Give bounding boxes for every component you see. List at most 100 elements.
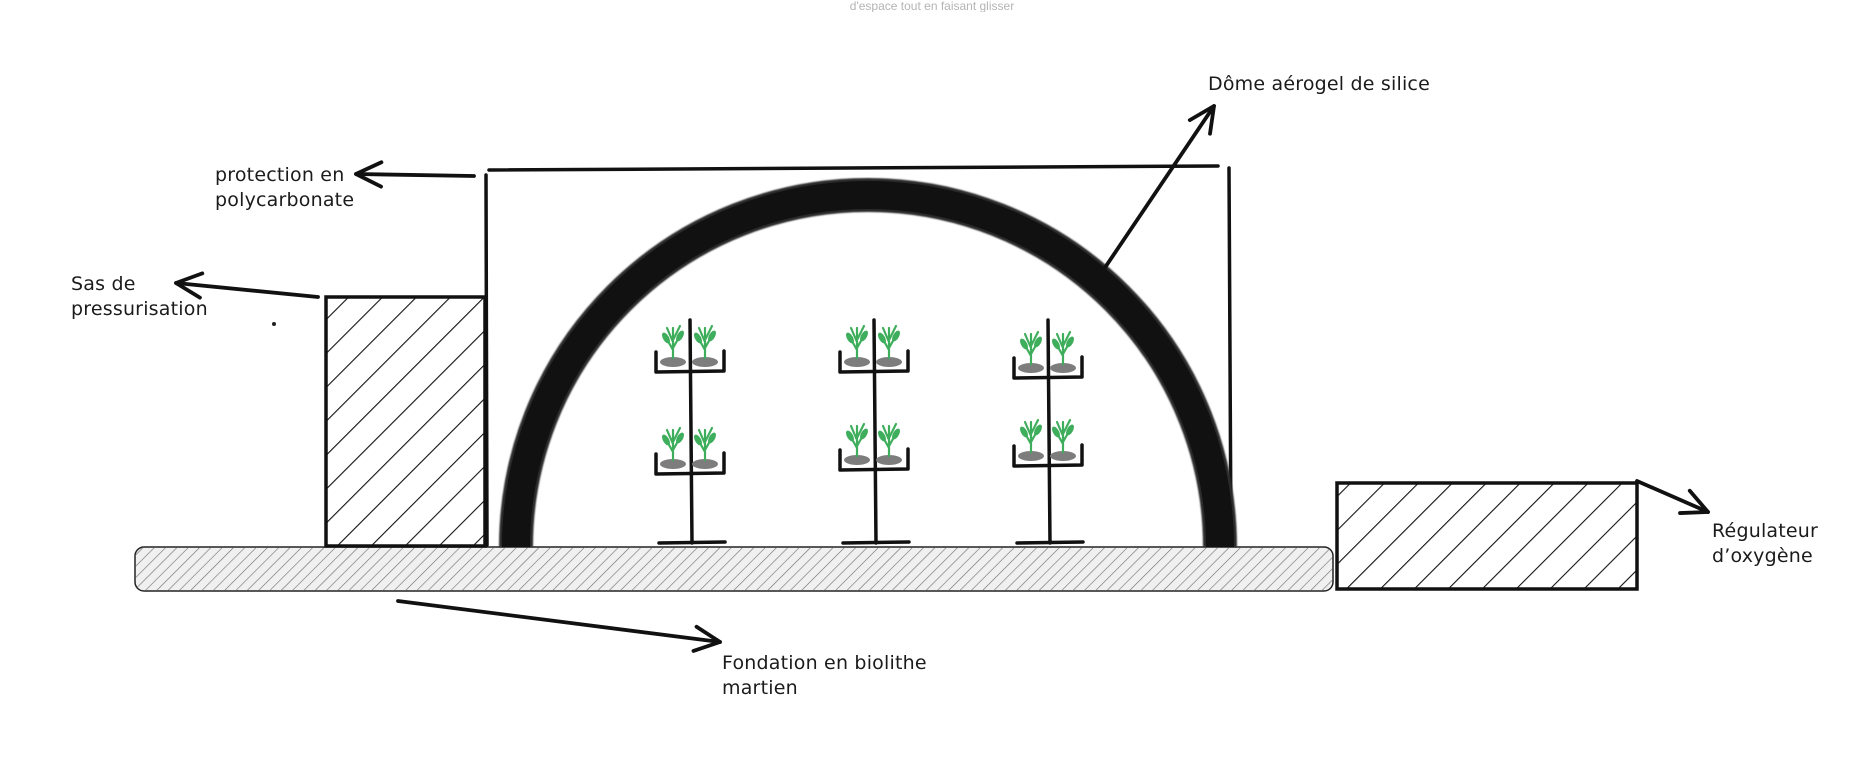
leaf xyxy=(1034,424,1042,436)
soil-mound xyxy=(876,455,902,465)
leaf xyxy=(1020,338,1028,350)
soil-mound xyxy=(692,459,718,469)
sprout-icon xyxy=(692,426,718,469)
leaf xyxy=(1066,336,1074,348)
leaf xyxy=(662,332,670,344)
tower-pole xyxy=(872,318,878,545)
leaf xyxy=(846,332,854,344)
label-fondation-line-2: martien xyxy=(722,677,798,699)
oxygen-regulator xyxy=(1335,481,1639,591)
canvas-hint-text: d'espace tout en faisant glisser xyxy=(849,0,1015,12)
tray-shelf xyxy=(1012,443,1084,468)
plant-tray xyxy=(654,426,726,476)
annotation-arrows xyxy=(174,104,1710,653)
tower-pole xyxy=(1046,318,1052,545)
sprout-icon xyxy=(844,324,870,367)
label-regulateur-line-2: d’oxygène xyxy=(1712,545,1813,567)
leaf xyxy=(1066,424,1074,436)
sprout-icon xyxy=(1050,330,1076,373)
pressurisation-airlock xyxy=(324,295,487,548)
arrow-to-regulateur-label xyxy=(1635,479,1710,515)
sprout-icon xyxy=(1018,418,1044,461)
plant-tray xyxy=(838,422,910,472)
leaf xyxy=(708,330,716,342)
plant-tower xyxy=(838,318,911,545)
leaf xyxy=(846,430,854,442)
arrow-icon xyxy=(1187,104,1216,136)
sprout-icon xyxy=(660,324,686,367)
soil-mound xyxy=(1018,363,1044,373)
sprout-icon xyxy=(876,422,902,465)
plant-tray xyxy=(838,324,910,374)
leaf xyxy=(694,434,702,446)
plant-tower xyxy=(1012,318,1085,545)
arrow-to-sas-label xyxy=(174,271,320,300)
leaf xyxy=(694,332,702,344)
plant-tower xyxy=(654,318,727,545)
soil-mound xyxy=(844,357,870,367)
tower-base xyxy=(1015,540,1085,545)
soil-mound xyxy=(1050,363,1076,373)
sprout-icon xyxy=(660,426,686,469)
label-regulateur: Régulateur d’oxygène xyxy=(1712,519,1818,569)
leaf xyxy=(860,330,868,342)
soil-mound xyxy=(876,357,902,367)
label-protection: protection en polycarbonate xyxy=(215,163,354,213)
leaf xyxy=(1034,336,1042,348)
tray-shelf xyxy=(838,447,910,472)
leaf xyxy=(878,332,886,344)
label-sas: Sas de pressurisation xyxy=(71,272,208,322)
label-dome: Dôme aérogel de silice xyxy=(1208,72,1430,97)
label-protection-line-1: protection en xyxy=(215,164,345,186)
soil-mound xyxy=(1050,451,1076,461)
soil-mound xyxy=(844,455,870,465)
leaf xyxy=(892,330,900,342)
soil-mound xyxy=(1018,451,1044,461)
arrow-to-dome-label xyxy=(1100,104,1216,274)
leaf xyxy=(1020,426,1028,438)
tower-base xyxy=(841,540,911,545)
polycarbonate-frame xyxy=(484,164,1233,547)
arrow-to-protection-label xyxy=(354,160,476,189)
plant-tray xyxy=(1012,418,1084,468)
label-sas-line-1: Sas de xyxy=(71,273,136,295)
tray-shelf xyxy=(654,349,726,374)
sprout-icon xyxy=(844,422,870,465)
label-regulateur-line-1: Régulateur xyxy=(1712,520,1819,542)
label-dome-line-1: Dôme aérogel de silice xyxy=(1208,73,1430,95)
soil-mound xyxy=(660,357,686,367)
leaf xyxy=(878,430,886,442)
tray-shelf xyxy=(838,349,910,374)
arrow-icon xyxy=(1678,488,1710,515)
plant-tray xyxy=(1012,330,1084,380)
arrow-icon xyxy=(354,160,384,189)
leaf xyxy=(1052,338,1060,350)
soil-mound xyxy=(660,459,686,469)
leaf xyxy=(860,428,868,440)
sprout-icon xyxy=(1050,418,1076,461)
leaf xyxy=(676,330,684,342)
soil-mound xyxy=(692,357,718,367)
label-fondation-line-1: Fondation en biolithe xyxy=(722,652,927,674)
tray-shelf xyxy=(1012,355,1084,380)
hydroponic-towers xyxy=(654,318,1085,545)
aerogel-dome xyxy=(499,178,1237,548)
leaf xyxy=(892,428,900,440)
arrow-to-fondation-label xyxy=(396,599,722,653)
tray-shelf xyxy=(654,451,726,476)
tower-pole xyxy=(688,318,694,545)
leaf xyxy=(676,432,684,444)
sprout-icon xyxy=(692,324,718,367)
plant-tray xyxy=(654,324,726,374)
arrow-icon xyxy=(691,624,722,653)
sprout-icon xyxy=(876,324,902,367)
label-fondation: Fondation en biolithe martien xyxy=(722,651,927,701)
label-sas-line-2: pressurisation xyxy=(71,298,208,320)
leaf xyxy=(708,432,716,444)
foundation-slab xyxy=(134,546,1334,592)
leaf xyxy=(1052,426,1060,438)
arrow-icon xyxy=(174,271,205,300)
stray-dot xyxy=(272,322,276,326)
leaf xyxy=(662,434,670,446)
